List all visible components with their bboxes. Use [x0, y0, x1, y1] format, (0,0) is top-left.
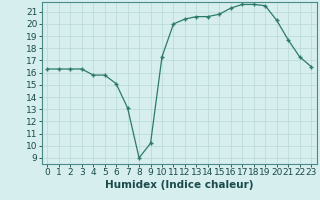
X-axis label: Humidex (Indice chaleur): Humidex (Indice chaleur)	[105, 180, 253, 190]
